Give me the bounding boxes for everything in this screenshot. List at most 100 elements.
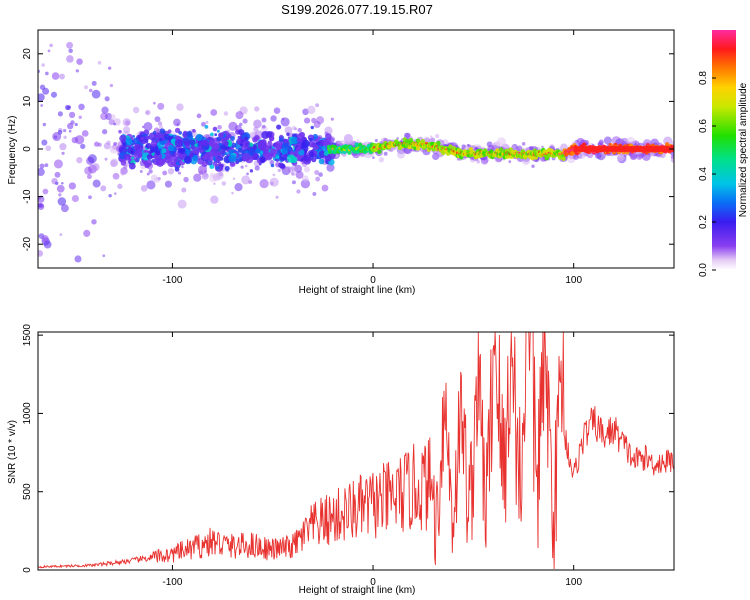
heatmap-blob: [281, 117, 285, 121]
heatmap-blob: [80, 286, 85, 291]
heatmap-blob: [130, 150, 135, 155]
colorbar-tick-label: 0.8: [698, 71, 709, 85]
heatmap-blob: [164, 180, 172, 188]
heatmap-blob: [193, 173, 202, 182]
heatmap-blob: [598, 139, 604, 145]
heatmap-blob: [150, 174, 158, 182]
heatmap-blob: [303, 117, 311, 124]
heatmap-blob: [310, 125, 314, 130]
heatmap-blob: [71, 194, 79, 203]
heatmap-blob: [152, 130, 157, 135]
heatmap-blob: [91, 80, 97, 86]
heatmap-blob: [67, 105, 71, 109]
heatmap-blob: [195, 133, 203, 142]
heatmap-blob: [235, 160, 239, 165]
heatmap-blob: [66, 55, 74, 63]
heatmap-blob: [291, 164, 299, 172]
heatmap-blob: [179, 148, 186, 155]
heatmap-blob: [229, 161, 236, 167]
heatmap-blob: [148, 169, 153, 174]
heatmap-blob: [170, 151, 174, 156]
heatmap-blob: [120, 160, 127, 166]
heatmap-blob: [216, 136, 222, 142]
heatmap-blob: [186, 130, 193, 137]
heatmap-blob: [76, 156, 83, 164]
heatmap-blob: [167, 168, 175, 175]
heatmap-blob: [291, 125, 296, 130]
heatmap-blob: [101, 106, 109, 114]
heatmap-blob: [217, 124, 222, 130]
heatmap-blob: [239, 143, 243, 147]
heatmap-blob: [39, 163, 45, 169]
heatmap-blob: [307, 105, 316, 115]
heatmap-blob: [68, 182, 76, 190]
heatmap-blob: [215, 156, 221, 163]
heatmap-blob: [209, 172, 215, 178]
x-tick-label: -100: [162, 577, 182, 588]
heatmap-blob: [420, 139, 426, 144]
heatmap-blob: [378, 157, 385, 163]
heatmap-blob: [123, 164, 128, 169]
heatmap-blob: [276, 124, 282, 130]
heatmap-blob: [212, 173, 221, 181]
heatmap-blob: [232, 177, 236, 180]
heatmap-blob: [290, 136, 299, 145]
heatmap-blob: [429, 138, 435, 144]
heatmap-blob: [317, 141, 321, 145]
heatmap-blob: [240, 139, 245, 143]
heatmap-blob: [295, 170, 304, 179]
heatmap-blob: [313, 153, 318, 158]
heatmap-blob: [56, 184, 65, 193]
heatmap-blob: [59, 233, 63, 237]
heatmap-blob: [176, 123, 180, 126]
y-tick-label: 1000: [22, 402, 33, 425]
heatmap-ridge-tail: [573, 146, 674, 152]
heatmap-blob: [221, 138, 228, 145]
heatmap-blob: [223, 111, 229, 116]
heatmap-blob: [581, 142, 587, 147]
heatmap-blob: [87, 154, 97, 164]
heatmap-blob: [201, 172, 209, 180]
heatmap-blob: [88, 195, 92, 200]
heatmap-blob: [300, 179, 311, 189]
heatmap-blob: [265, 152, 272, 160]
heatmap-blob: [303, 166, 311, 173]
heatmap-blob: [290, 171, 296, 177]
heatmap-blob: [242, 118, 248, 124]
spectrogram-ylabel: Frequency (Hz): [7, 116, 18, 185]
heatmap-blob: [238, 129, 245, 136]
heatmap-blob: [278, 137, 284, 143]
heatmap-blob: [210, 132, 214, 137]
heatmap-blob: [68, 48, 73, 54]
heatmap-blob: [108, 119, 115, 126]
heatmap-blob: [81, 130, 89, 137]
heatmap-blob: [38, 250, 44, 257]
heatmap-blob: [41, 139, 48, 146]
heatmap-blob: [109, 83, 114, 88]
heatmap-blob: [347, 150, 352, 155]
heatmap-blob: [278, 162, 284, 169]
heatmap-blob: [215, 166, 220, 170]
heatmap-blob: [330, 117, 334, 121]
heatmap-blob: [318, 172, 323, 177]
heatmap-blob: [45, 71, 49, 76]
heatmap-blob: [383, 151, 388, 156]
heatmap-blob: [235, 111, 244, 120]
heatmap-blob: [97, 142, 102, 147]
heatmap-blob: [38, 93, 45, 102]
heatmap-blob: [228, 154, 237, 163]
heatmap-blob: [107, 66, 112, 70]
heatmap-blob: [177, 199, 187, 209]
heatmap-blob: [244, 164, 248, 168]
heatmap-blob: [167, 158, 176, 168]
heatmap-blob: [318, 158, 325, 165]
heatmap-blob: [248, 148, 256, 156]
heatmap-blob: [274, 140, 284, 150]
heatmap-blob: [51, 72, 60, 80]
snr-line: [38, 332, 674, 570]
heatmap-blob: [39, 84, 46, 90]
heatmap-blob: [265, 130, 273, 138]
heatmap-blob: [561, 156, 566, 162]
heatmap-blob: [541, 145, 544, 149]
